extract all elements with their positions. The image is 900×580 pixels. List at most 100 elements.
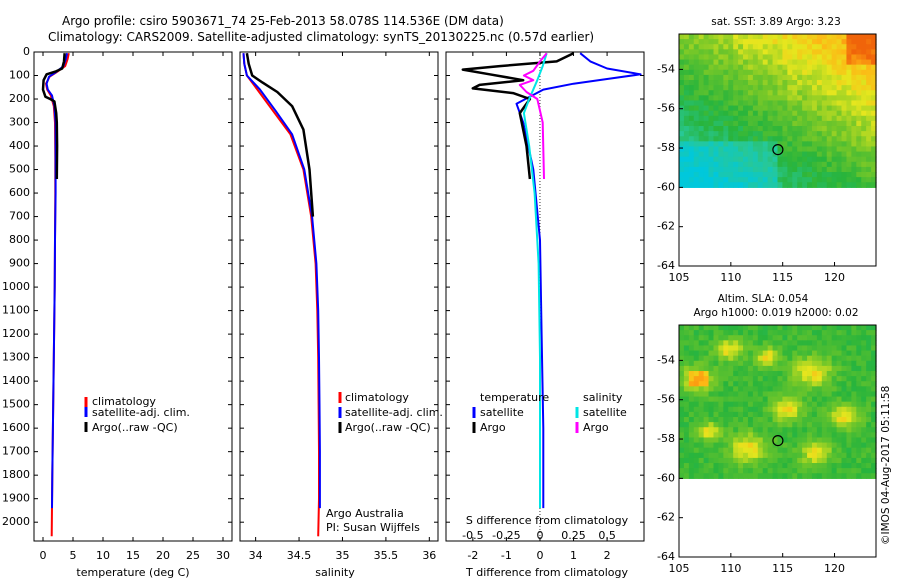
map-cell xyxy=(846,64,852,71)
map-cell xyxy=(713,136,719,142)
map-cell xyxy=(688,381,695,387)
map-cell xyxy=(752,406,759,413)
map-cell xyxy=(846,427,852,433)
map-cell xyxy=(836,371,843,377)
map-cell xyxy=(683,177,690,183)
map-cell xyxy=(831,136,838,142)
map-cell xyxy=(738,447,744,454)
map-cell xyxy=(752,376,759,382)
map-cell xyxy=(747,376,754,382)
map-cell xyxy=(866,34,872,40)
map-cell xyxy=(718,44,724,50)
map-cell xyxy=(767,371,774,377)
map-cell xyxy=(738,417,744,423)
map-cell xyxy=(811,64,818,71)
map-cell xyxy=(841,146,848,153)
map-cell xyxy=(772,350,779,357)
map-cell xyxy=(693,452,700,459)
map-cell xyxy=(851,427,857,433)
map-cell xyxy=(831,432,838,439)
temperature-ticks: 0100200300400500600700800900100011001200… xyxy=(2,45,232,562)
map-cell xyxy=(723,335,729,341)
map-cell xyxy=(743,437,749,444)
sst-argo-location-marker xyxy=(772,144,784,156)
map-cell xyxy=(738,105,744,112)
map-cell xyxy=(811,376,818,382)
map-cell xyxy=(851,136,857,142)
map-cell xyxy=(861,126,867,132)
map-cell xyxy=(856,427,862,433)
map-cell xyxy=(679,64,685,71)
map-cell xyxy=(787,177,793,183)
map-cell xyxy=(851,396,857,403)
map-cell xyxy=(708,90,715,96)
map-cell xyxy=(752,151,759,158)
map-cell xyxy=(831,473,838,479)
map-cell xyxy=(688,335,695,341)
map-cell xyxy=(738,340,744,347)
map-cell xyxy=(703,136,710,142)
map-cell xyxy=(816,39,823,45)
map-cell xyxy=(802,120,808,127)
map-cell xyxy=(811,182,818,188)
x-tick-label: 35.5 xyxy=(374,549,399,562)
map-cell xyxy=(708,432,715,439)
map-cell xyxy=(821,166,828,173)
map-cell xyxy=(738,74,744,81)
map-cell xyxy=(718,80,724,86)
map-cell xyxy=(738,463,744,469)
map-cell xyxy=(866,54,872,61)
map-cell xyxy=(777,34,784,40)
map-cell xyxy=(698,386,705,393)
map-cell xyxy=(747,100,754,107)
map-cell xyxy=(683,417,690,423)
map-cell xyxy=(688,406,695,413)
map-cell xyxy=(787,80,793,86)
map-cell xyxy=(792,340,798,347)
map-cell xyxy=(757,345,764,352)
map-cell xyxy=(866,401,872,408)
map-cell xyxy=(811,355,818,362)
map-cell xyxy=(836,182,843,188)
map-cell xyxy=(733,406,739,413)
map-cell xyxy=(816,381,823,387)
map-cell xyxy=(816,447,823,454)
map-cell xyxy=(713,335,719,341)
map-cell xyxy=(841,156,848,163)
map-cell xyxy=(831,141,838,148)
map-cell xyxy=(738,166,744,173)
depth-tick-label: 700 xyxy=(9,210,30,223)
credit-line2: PI: Susan Wijffels xyxy=(326,521,420,534)
map-cell xyxy=(743,457,749,464)
map-cell xyxy=(703,80,710,86)
map-cell xyxy=(767,95,774,102)
map-cell xyxy=(802,355,808,362)
map-cell xyxy=(836,100,843,107)
legend-temp-argo: Argo xyxy=(480,421,506,434)
map-cell xyxy=(718,74,724,81)
map-cell xyxy=(762,437,769,444)
map-cell xyxy=(713,396,719,403)
map-y-tick-label: -62 xyxy=(657,511,675,524)
map-cell xyxy=(782,100,788,107)
map-cell xyxy=(797,105,803,112)
map-cell xyxy=(723,463,729,469)
map-cell xyxy=(831,365,838,372)
map-cell xyxy=(826,166,833,173)
map-cell xyxy=(841,80,848,86)
map-cell xyxy=(728,54,734,61)
map-cell xyxy=(733,95,739,102)
sst-map-panel: sat. SST: 3.89 Argo: 3.23 105 110 115 120-5… xyxy=(657,16,877,284)
map-cell xyxy=(747,161,754,168)
map-cell xyxy=(802,473,808,479)
map-cell xyxy=(826,64,833,71)
difference-panel: -2 -1 0 1 2-0.5 -0.25 0 0.25 0.5 T difference fr… xyxy=(445,51,645,579)
map-cell xyxy=(723,325,729,331)
map-cell xyxy=(802,411,808,418)
map-cell xyxy=(733,468,739,474)
map-cell xyxy=(871,59,877,66)
map-cell xyxy=(679,59,685,66)
map-cell xyxy=(767,360,774,367)
map-cell xyxy=(762,463,769,469)
map-cell xyxy=(826,44,833,50)
